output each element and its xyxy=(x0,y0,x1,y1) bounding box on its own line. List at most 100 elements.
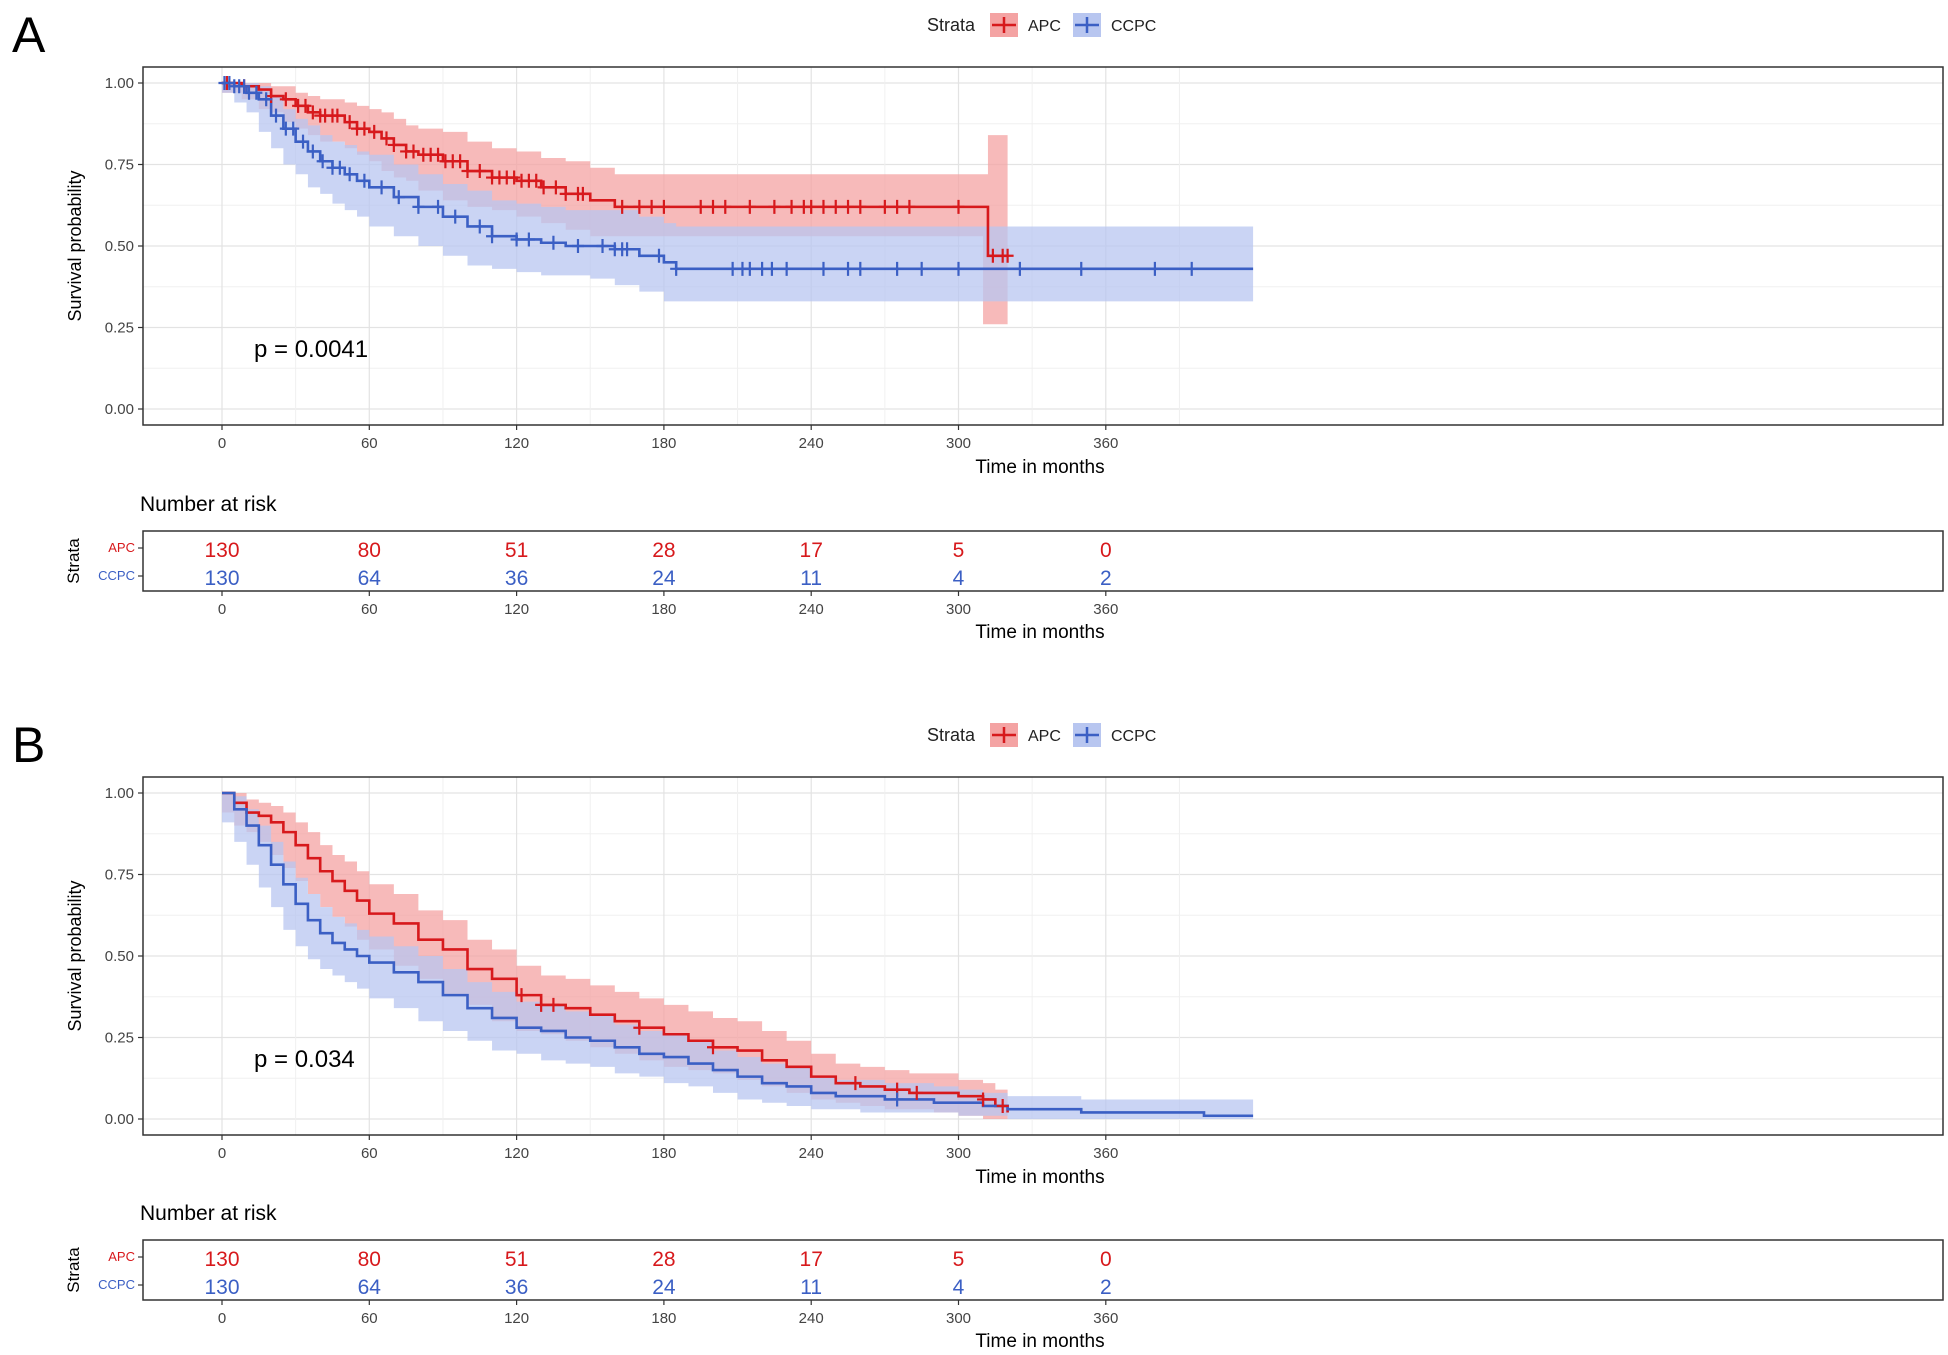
censor-mark-ccpc xyxy=(952,261,965,276)
risk-count-apc: 28 xyxy=(652,1248,675,1271)
risk-count-ccpc: 36 xyxy=(505,1276,528,1299)
risk-count-apc: 5 xyxy=(953,1248,965,1271)
risk-count-apc: 51 xyxy=(505,539,528,562)
risk-count-ccpc: 4 xyxy=(953,1276,965,1299)
censor-mark-ccpc xyxy=(260,92,273,107)
km-panel-A: A Strata APC CCPC 0.00 0.25 0.50 0.75 1.00 0 60 120… xyxy=(12,7,1944,643)
y-tick-label: 0.25 xyxy=(105,320,134,337)
censor-mark-apc xyxy=(535,997,548,1012)
legend-label-ccpc: CCPC xyxy=(1111,728,1156,745)
censor-mark-apc xyxy=(854,199,867,214)
censor-mark-apc xyxy=(576,186,589,201)
censor-mark-apc xyxy=(559,186,572,201)
x-tick-label: 0 xyxy=(218,435,226,452)
x-tick-label: 360 xyxy=(1093,435,1118,452)
risk-count-apc: 80 xyxy=(358,539,381,562)
y-tick-label: 0.75 xyxy=(105,867,134,884)
censor-mark-apc xyxy=(785,199,798,214)
risk-row-label-ccpc: CCPC xyxy=(98,568,135,583)
risk-table-title: Number at risk xyxy=(140,493,277,516)
risk-count-apc: 130 xyxy=(204,1248,239,1271)
censor-mark-ccpc xyxy=(449,209,462,224)
risk-count-apc: 5 xyxy=(953,539,965,562)
censor-mark-apc xyxy=(454,154,467,169)
censor-mark-apc xyxy=(279,92,292,107)
x-tick-label: 180 xyxy=(651,1145,676,1162)
censor-mark-apc xyxy=(768,199,781,214)
censor-mark-apc xyxy=(407,144,420,159)
risk-y-title: Strata xyxy=(64,1247,83,1293)
censor-mark-apc xyxy=(331,108,344,123)
risk-count-ccpc: 130 xyxy=(204,567,239,590)
censor-mark-ccpc xyxy=(250,85,263,100)
legend-title: Strata xyxy=(927,725,976,745)
censor-mark-apc xyxy=(387,137,400,152)
censor-mark-apc xyxy=(977,1092,990,1107)
p-value: p = 0.034 xyxy=(254,1046,355,1073)
risk-count-ccpc: 2 xyxy=(1100,1276,1112,1299)
ci-band-ccpc xyxy=(222,83,1254,302)
censor-mark-ccpc xyxy=(287,121,300,136)
risk-y-title: Strata xyxy=(64,538,83,584)
censor-mark-ccpc xyxy=(621,242,634,257)
km-panel-B: B Strata APC CCPC 0.00 0.25 0.50 0.75 1.00 0 60 120… xyxy=(12,717,1944,1352)
risk-x-axis-title: Time in months xyxy=(975,622,1104,643)
censor-mark-apc xyxy=(368,124,381,139)
censor-mark-apc xyxy=(996,1098,1009,1113)
x-tick-label: 360 xyxy=(1093,1145,1118,1162)
censor-mark-apc xyxy=(299,98,312,113)
censor-mark-apc xyxy=(633,1020,646,1035)
risk-x-tick-label: 240 xyxy=(799,601,824,618)
censor-mark-ccpc xyxy=(1013,261,1026,276)
censor-mark-ccpc xyxy=(375,180,388,195)
y-tick-label: 0.25 xyxy=(105,1030,134,1047)
censor-mark-apc xyxy=(694,199,707,214)
x-tick-label: 240 xyxy=(799,435,824,452)
censor-mark-ccpc xyxy=(522,232,535,247)
risk-count-ccpc: 24 xyxy=(652,567,676,590)
censor-mark-apc xyxy=(633,199,646,214)
censor-mark-apc xyxy=(343,115,356,130)
censor-mark-ccpc xyxy=(392,190,405,205)
risk-count-apc: 80 xyxy=(358,1248,381,1271)
y-tick-label: 1.00 xyxy=(105,75,134,92)
censor-mark-apc xyxy=(910,1085,923,1100)
x-tick-label: 300 xyxy=(946,1145,971,1162)
censor-mark-apc xyxy=(891,199,904,214)
risk-count-ccpc: 11 xyxy=(800,1276,822,1299)
risk-x-tick-label: 120 xyxy=(504,601,529,618)
risk-x-axis-title: Time in months xyxy=(975,1331,1104,1352)
y-tick-label: 0.50 xyxy=(105,238,134,255)
risk-count-apc: 28 xyxy=(652,539,675,562)
legend-label-apc: APC xyxy=(1028,728,1061,745)
y-tick-label: 1.00 xyxy=(105,785,134,802)
risk-count-ccpc: 11 xyxy=(800,567,822,590)
censor-mark-apc xyxy=(306,105,319,120)
risk-count-apc: 130 xyxy=(204,539,239,562)
risk-count-ccpc: 36 xyxy=(505,567,528,590)
risk-x-tick-label: 360 xyxy=(1093,1310,1118,1327)
censor-mark-apc xyxy=(849,1076,862,1091)
censor-mark-ccpc xyxy=(780,261,793,276)
censor-mark-ccpc xyxy=(486,229,499,244)
censor-mark-apc xyxy=(878,199,891,214)
x-tick-label: 300 xyxy=(946,435,971,452)
censor-mark-ccpc xyxy=(306,144,319,159)
risk-table-title: Number at risk xyxy=(140,1202,277,1225)
risk-x-tick-label: 120 xyxy=(504,1310,529,1327)
censor-mark-ccpc xyxy=(854,261,867,276)
censor-mark-ccpc xyxy=(297,134,310,149)
p-value: p = 0.0041 xyxy=(254,336,368,363)
risk-count-ccpc: 24 xyxy=(652,1276,676,1299)
risk-table-frame xyxy=(142,530,1944,592)
censor-mark-ccpc xyxy=(358,173,371,188)
censor-mark-apc xyxy=(707,199,719,214)
censor-mark-apc xyxy=(829,199,842,214)
risk-x-tick-label: 300 xyxy=(946,1310,971,1327)
risk-count-apc: 17 xyxy=(800,1248,823,1271)
x-axis-title: Time in months xyxy=(975,1167,1104,1188)
censor-mark-ccpc xyxy=(316,154,329,169)
censor-mark-apc xyxy=(508,170,521,185)
risk-x-tick-label: 0 xyxy=(218,601,226,618)
